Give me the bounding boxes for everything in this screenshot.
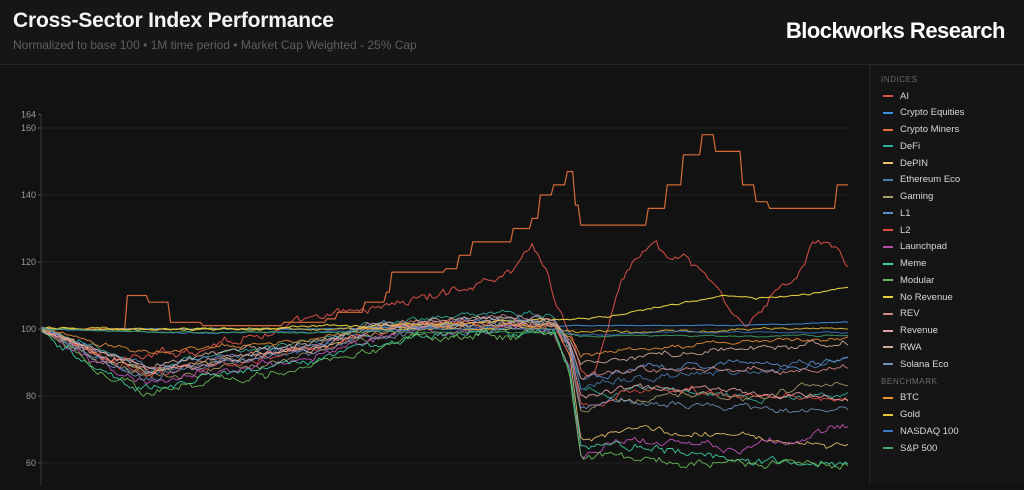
legend-swatch (883, 312, 893, 315)
legend-label: No Revenue (900, 291, 953, 303)
series-line-rwa[interactable] (40, 315, 849, 370)
legend-label: L2 (900, 224, 911, 236)
legend-label: Crypto Equities (900, 107, 965, 119)
series-line-meme[interactable] (40, 328, 849, 468)
legend-swatch (883, 245, 893, 248)
legend-label: BTC (900, 392, 919, 404)
legend-item-crypto-miners[interactable]: Crypto Miners (883, 123, 959, 137)
legend-heading-benchmark: BENCHMARK (881, 376, 938, 386)
legend-swatch (883, 111, 893, 114)
legend-heading-indices: INDICES (881, 75, 918, 84)
legend-item-launchpad[interactable]: Launchpad (883, 240, 947, 254)
legend-item-rev[interactable]: REV (883, 307, 920, 321)
legend-item-s-p-500[interactable]: S&P 500 (883, 441, 937, 455)
y-tick-label: 80 (26, 391, 36, 401)
y-tick-label: 120 (21, 257, 36, 267)
legend-label: Meme (900, 258, 927, 269)
brand-logo: Blockworks Research (785, 18, 1006, 43)
legend-item-meme[interactable]: Meme (883, 257, 926, 271)
legend-label: Revenue (900, 325, 939, 336)
legend-swatch (883, 229, 893, 231)
series-line-ai[interactable] (40, 239, 849, 378)
legend-label: REV (900, 308, 920, 320)
legend-swatch (883, 145, 893, 148)
legend-item-nasdaq-100[interactable]: NASDAQ 100 (883, 424, 959, 438)
legend-swatch (883, 396, 893, 399)
legend-item-btc[interactable]: BTC (883, 391, 919, 405)
legend-swatch (883, 195, 893, 198)
legend-swatch (883, 212, 893, 215)
legend-item-modular[interactable]: Modular (883, 273, 934, 287)
legend-swatch (883, 296, 893, 298)
legend-swatch (883, 128, 893, 131)
legend-swatch (883, 329, 893, 332)
legend-panel: INDICES AI Crypto Equities Crypto Miners De… (869, 65, 1024, 485)
y-tick-label: 164 (21, 110, 36, 120)
legend-item-crypto-equities[interactable]: Crypto Equities (883, 106, 964, 120)
legend-item-gaming[interactable]: Gaming (883, 190, 933, 204)
header: Cross-Sector Index Performance Normalize… (0, 0, 1024, 65)
legend-item-defi[interactable]: DeFi (883, 139, 920, 153)
legend-swatch (883, 447, 893, 449)
legend-swatch (883, 162, 893, 164)
legend-item-no-revenue[interactable]: No Revenue (883, 290, 953, 304)
legend-item-gold[interactable]: Gold (883, 408, 920, 422)
legend-label: L1 (900, 207, 911, 219)
y-tick-label: 140 (21, 190, 36, 200)
legend-label: Ethereum Eco (900, 174, 961, 186)
series-line-solana-eco[interactable] (40, 319, 849, 414)
legend-swatch (883, 178, 893, 181)
legend-swatch (883, 262, 893, 265)
page-title: Cross-Sector Index Performance (13, 9, 334, 32)
legend-label: Gold (900, 409, 921, 420)
legend-swatch (883, 346, 893, 349)
legend-swatch (883, 95, 893, 97)
y-axis: 60 80 100 120 140 160 164 (21, 110, 42, 485)
legend-label: Launchpad (900, 241, 948, 253)
chart-area: 60 80 100 120 140 160 164 (0, 65, 868, 485)
legend-item-ethereum-eco[interactable]: Ethereum Eco (883, 173, 960, 187)
series-line-s-p-500[interactable] (40, 328, 849, 338)
legend-label: Modular (900, 274, 935, 286)
line-chart: 60 80 100 120 140 160 164 (21, 110, 849, 485)
legend-swatch (883, 413, 893, 416)
legend-item-depin[interactable]: DePIN (883, 156, 928, 170)
legend-item-solana-eco[interactable]: Solana Eco (883, 357, 949, 371)
series-line-crypto-miners[interactable] (41, 134, 848, 330)
y-tick-label: 60 (26, 458, 36, 468)
legend-item-rwa[interactable]: RWA (883, 340, 922, 354)
series-line-modular[interactable] (40, 329, 849, 470)
legend-label: RWA (900, 341, 922, 353)
page-subtitle: Normalized to base 100 • 1M time period … (13, 38, 417, 52)
legend-label: NASDAQ 100 (900, 425, 959, 437)
y-tick-label: 160 (21, 123, 36, 133)
legend-item-revenue[interactable]: Revenue (883, 324, 938, 338)
legend-label: Solana Eco (900, 358, 949, 370)
legend-label: DeFi (900, 140, 921, 152)
legend-item-l1[interactable]: L1 (883, 206, 911, 220)
legend-swatch (883, 363, 893, 365)
y-tick-label: 100 (21, 324, 36, 334)
series-line-btc[interactable] (40, 322, 849, 358)
series-line-depin[interactable] (40, 321, 849, 449)
legend-item-ai[interactable]: AI (883, 89, 909, 103)
series-line-gaming[interactable] (40, 319, 849, 413)
legend-label: S&P 500 (900, 442, 938, 454)
legend-label: AI (900, 90, 909, 102)
legend-label: DePIN (900, 157, 928, 169)
legend-swatch (883, 430, 893, 433)
legend-swatch (883, 279, 893, 282)
legend-label: Crypto Miners (900, 124, 960, 135)
series-layer (40, 134, 849, 470)
legend-item-l2[interactable]: L2 (883, 223, 911, 237)
legend-label: Gaming (900, 191, 934, 202)
